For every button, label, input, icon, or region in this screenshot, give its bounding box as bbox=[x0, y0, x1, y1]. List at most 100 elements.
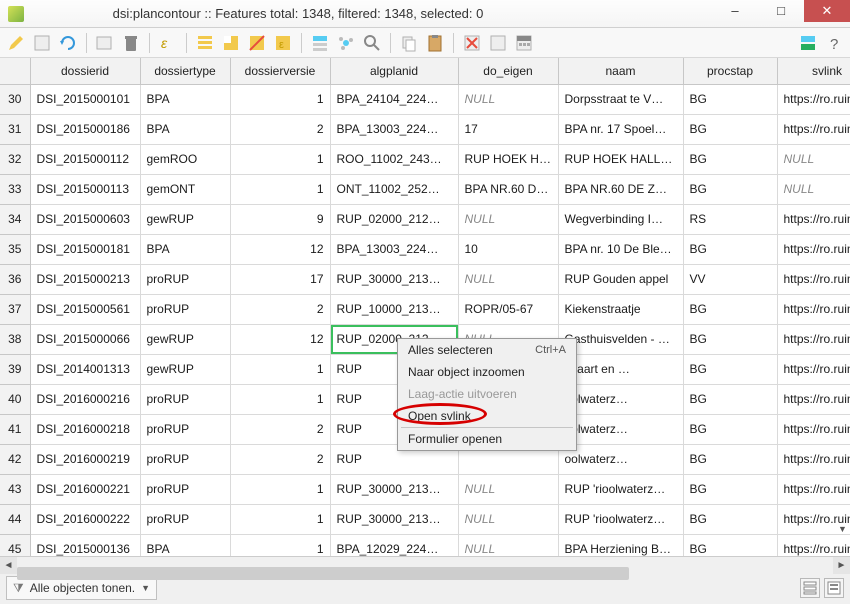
cell-dossierid[interactable]: DSI_2015000213 bbox=[30, 264, 140, 294]
cell-algplanid[interactable]: RUP_30000_213… bbox=[330, 474, 458, 504]
table-row[interactable]: 32DSI_2015000112gemROO1ROO_11002_243…RUP… bbox=[0, 144, 850, 174]
cell-dossierid[interactable]: DSI_2016000222 bbox=[30, 504, 140, 534]
row-number[interactable]: 30 bbox=[0, 84, 30, 114]
cell-dossierversie[interactable]: 1 bbox=[230, 384, 330, 414]
cell-svlink[interactable]: https://ro.ruimte bbox=[777, 354, 850, 384]
select-all-icon[interactable] bbox=[195, 33, 215, 53]
cell-dossiertype[interactable]: proRUP bbox=[140, 444, 230, 474]
cell-dossiertype[interactable]: proRUP bbox=[140, 294, 230, 324]
cell-algplanid[interactable]: BPA_24104_224… bbox=[330, 84, 458, 114]
cell-do_eigen[interactable]: BPA NR.60 DE Z… bbox=[458, 174, 558, 204]
pan-selected-icon[interactable] bbox=[336, 33, 356, 53]
add-feature-icon[interactable] bbox=[95, 33, 115, 53]
cell-svlink[interactable]: https://ro.ruimte bbox=[777, 534, 850, 556]
cell-dossierversie[interactable]: 12 bbox=[230, 234, 330, 264]
cell-do_eigen[interactable]: RUP HOEK HALLE… bbox=[458, 144, 558, 174]
cell-dossierid[interactable]: DSI_2015000181 bbox=[30, 234, 140, 264]
row-number[interactable]: 45 bbox=[0, 534, 30, 556]
cell-procstap[interactable]: BG bbox=[683, 144, 777, 174]
zoom-selected-icon[interactable] bbox=[362, 33, 382, 53]
row-number[interactable]: 35 bbox=[0, 234, 30, 264]
cell-do_eigen[interactable]: NULL bbox=[458, 204, 558, 234]
cell-dossierversie[interactable]: 1 bbox=[230, 534, 330, 556]
cell-svlink[interactable]: https://ro.ruimte bbox=[777, 234, 850, 264]
cell-dossierversie[interactable]: 1 bbox=[230, 84, 330, 114]
cell-algplanid[interactable]: RUP_30000_213… bbox=[330, 504, 458, 534]
cell-naam[interactable]: BPA Herziening B… bbox=[558, 534, 683, 556]
form-view-icon[interactable] bbox=[824, 578, 844, 598]
cell-procstap[interactable]: BG bbox=[683, 474, 777, 504]
cell-svlink[interactable]: https://ro.ruimte bbox=[777, 204, 850, 234]
cell-dossierversie[interactable]: 1 bbox=[230, 144, 330, 174]
cell-dossierversie[interactable]: 9 bbox=[230, 204, 330, 234]
reload-icon[interactable] bbox=[58, 33, 78, 53]
cell-dossierid[interactable]: DSI_2016000219 bbox=[30, 444, 140, 474]
column-header[interactable]: procstap bbox=[683, 58, 777, 84]
column-header[interactable]: dossierversie bbox=[230, 58, 330, 84]
row-number[interactable]: 36 bbox=[0, 264, 30, 294]
cell-svlink[interactable]: https://ro.ruimte bbox=[777, 444, 850, 474]
edit-pencil-icon[interactable] bbox=[6, 33, 26, 53]
cell-procstap[interactable]: VV bbox=[683, 264, 777, 294]
cell-do_eigen[interactable]: NULL bbox=[458, 474, 558, 504]
cell-algplanid[interactable]: BPA_13003_224… bbox=[330, 234, 458, 264]
cell-algplanid[interactable]: BPA_13003_224… bbox=[330, 114, 458, 144]
cell-dossierid[interactable]: DSI_2015000066 bbox=[30, 324, 140, 354]
cell-naam[interactable]: RUP 'rioolwaterz… bbox=[558, 504, 683, 534]
cell-do_eigen[interactable]: 17 bbox=[458, 114, 558, 144]
menu-item[interactable]: Formulier openen bbox=[398, 428, 576, 450]
delete-column-icon[interactable] bbox=[462, 33, 482, 53]
cell-procstap[interactable]: RS bbox=[683, 204, 777, 234]
move-selected-top-icon[interactable] bbox=[310, 33, 330, 53]
invert-select-icon[interactable] bbox=[221, 33, 241, 53]
row-number[interactable]: 34 bbox=[0, 204, 30, 234]
cell-dossierid[interactable]: DSI_2015000603 bbox=[30, 204, 140, 234]
copy-icon[interactable] bbox=[399, 33, 419, 53]
cell-procstap[interactable]: BG bbox=[683, 534, 777, 556]
column-header[interactable]: dossiertype bbox=[140, 58, 230, 84]
table-row[interactable]: 35DSI_2015000181BPA12BPA_13003_224…10BPA… bbox=[0, 234, 850, 264]
menu-item[interactable]: Open svlink bbox=[398, 405, 576, 427]
cell-procstap[interactable]: BG bbox=[683, 84, 777, 114]
cell-dossiertype[interactable]: BPA bbox=[140, 114, 230, 144]
scroll-left-button[interactable]: ◄ bbox=[0, 557, 17, 574]
cell-algplanid[interactable]: ROO_11002_243… bbox=[330, 144, 458, 174]
cell-dossierversie[interactable]: 12 bbox=[230, 324, 330, 354]
cell-svlink[interactable]: https://ro.ruimte bbox=[777, 324, 850, 354]
horizontal-scrollbar[interactable]: ◄ ► bbox=[0, 556, 850, 573]
cell-naam[interactable]: Kiekenstraatje bbox=[558, 294, 683, 324]
cell-procstap[interactable]: BG bbox=[683, 324, 777, 354]
column-header[interactable]: naam bbox=[558, 58, 683, 84]
cell-svlink[interactable]: https://ro.ruimte bbox=[777, 264, 850, 294]
cell-naam[interactable]: BPA NR.60 DE Z… bbox=[558, 174, 683, 204]
cell-dossiertype[interactable]: proRUP bbox=[140, 414, 230, 444]
cell-naam[interactable]: RUP Gouden appel bbox=[558, 264, 683, 294]
cell-dossierid[interactable]: DSI_2014001313 bbox=[30, 354, 140, 384]
delete-icon[interactable] bbox=[121, 33, 141, 53]
cell-procstap[interactable]: BG bbox=[683, 234, 777, 264]
row-number[interactable]: 31 bbox=[0, 114, 30, 144]
cell-dossiertype[interactable]: proRUP bbox=[140, 504, 230, 534]
cell-dossierversie[interactable]: 2 bbox=[230, 444, 330, 474]
cell-algplanid[interactable]: ONT_11002_252… bbox=[330, 174, 458, 204]
cell-svlink[interactable]: NULL bbox=[777, 174, 850, 204]
new-column-icon[interactable] bbox=[488, 33, 508, 53]
cell-procstap[interactable]: BG bbox=[683, 354, 777, 384]
cell-svlink[interactable]: https://ro.ruimte bbox=[777, 384, 850, 414]
table-row[interactable]: 33DSI_2015000113gemONT1ONT_11002_252…BPA… bbox=[0, 174, 850, 204]
column-header[interactable]: algplanid bbox=[330, 58, 458, 84]
row-number[interactable]: 38 bbox=[0, 324, 30, 354]
cell-dossierid[interactable]: DSI_2015000101 bbox=[30, 84, 140, 114]
cell-procstap[interactable]: BG bbox=[683, 114, 777, 144]
table-row[interactable]: 34DSI_2015000603gewRUP9RUP_02000_212…NUL… bbox=[0, 204, 850, 234]
save-icon[interactable] bbox=[32, 33, 52, 53]
cell-dossierid[interactable]: DSI_2015000136 bbox=[30, 534, 140, 556]
cell-algplanid[interactable]: RUP_10000_213… bbox=[330, 294, 458, 324]
column-header[interactable]: do_eigen bbox=[458, 58, 558, 84]
maximize-button[interactable]: □ bbox=[758, 0, 804, 22]
cell-dossiertype[interactable]: proRUP bbox=[140, 264, 230, 294]
field-calc-icon[interactable] bbox=[514, 33, 534, 53]
cell-do_eigen[interactable]: NULL bbox=[458, 504, 558, 534]
cell-algplanid[interactable]: RUP_02000_212… bbox=[330, 204, 458, 234]
cell-svlink[interactable]: https://ro.ruimte bbox=[777, 414, 850, 444]
